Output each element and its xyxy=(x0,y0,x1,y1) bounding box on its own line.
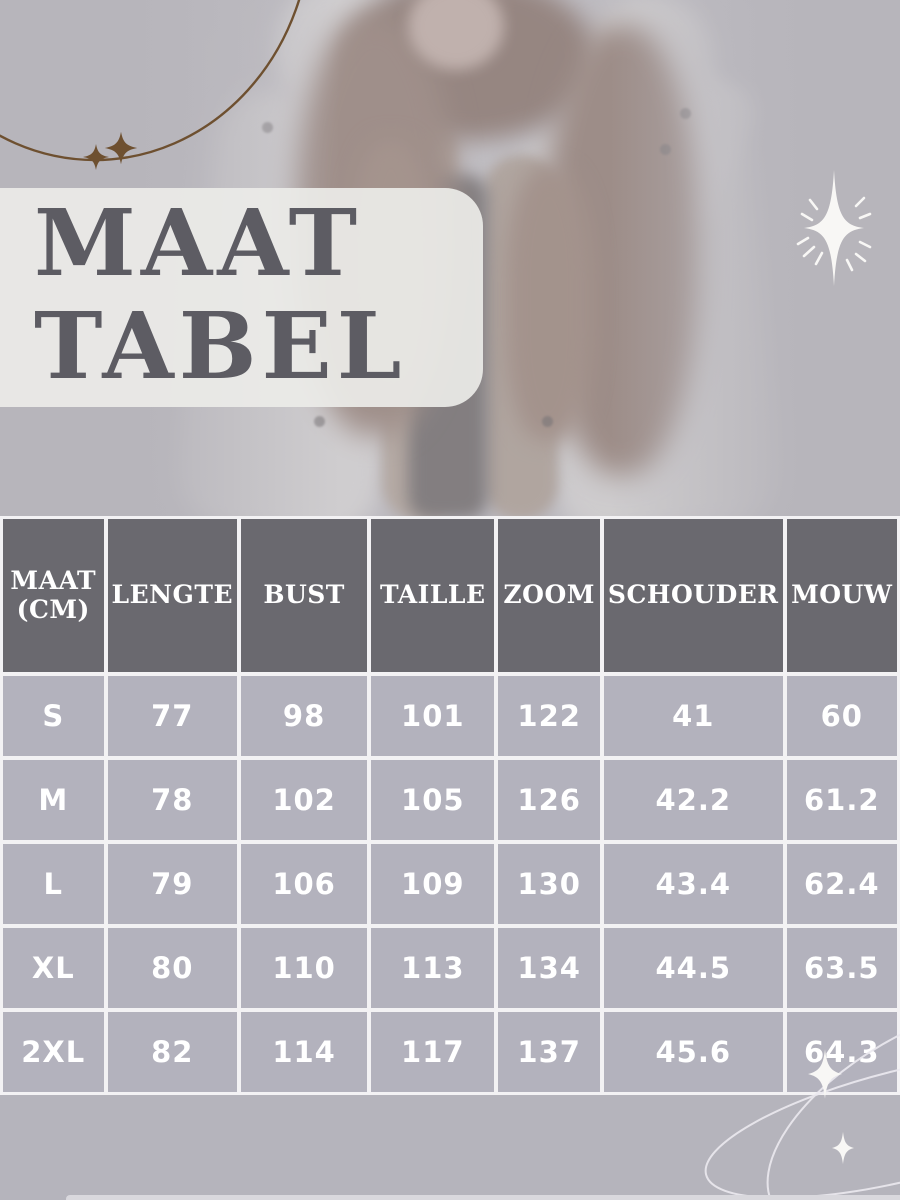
title-line-2: TABEL xyxy=(34,292,407,401)
table-cell: 102 xyxy=(241,760,368,840)
title-line-1: MAAT xyxy=(34,189,363,297)
table-cell: 106 xyxy=(241,844,368,924)
table-cell: 130 xyxy=(498,844,600,924)
col-header-zoom: ZOOM xyxy=(498,519,600,672)
photo-fade-right xyxy=(600,0,900,516)
size-label: S xyxy=(3,676,104,756)
table-cell: 43.4 xyxy=(603,844,783,924)
size-label: 2XL xyxy=(3,1012,104,1092)
table-cell: 63.5 xyxy=(786,928,897,1008)
table-cell: 98 xyxy=(241,676,368,756)
table-cell: 61.2 xyxy=(786,760,897,840)
table-cell: 45.6 xyxy=(603,1012,783,1092)
col-header-bust: BUST xyxy=(241,519,368,672)
table-cell: 60 xyxy=(786,676,897,756)
col-header-taille: TAILLE xyxy=(371,519,495,672)
col-header-mouw: MOUW xyxy=(786,519,897,672)
table-cell: 62.4 xyxy=(786,844,897,924)
table-cell: 134 xyxy=(498,928,600,1008)
table-cell: 64.3 xyxy=(786,1012,897,1092)
table-cell: 113 xyxy=(371,928,495,1008)
table-cell: 137 xyxy=(498,1012,600,1092)
table-cell: 110 xyxy=(241,928,368,1008)
table-cell: 109 xyxy=(371,844,495,924)
table-cell: 44.5 xyxy=(603,928,783,1008)
table-cell: 80 xyxy=(107,928,238,1008)
col-header-maat: MAAT (CM) xyxy=(3,519,104,672)
table-cell: 82 xyxy=(107,1012,238,1092)
table-cell: 105 xyxy=(371,760,495,840)
bottom-edge-strip xyxy=(66,1195,900,1200)
col-header-lengte: LENGTE xyxy=(107,519,238,672)
table-cell: 101 xyxy=(371,676,495,756)
table-cell: 126 xyxy=(498,760,600,840)
table-cell: 79 xyxy=(107,844,238,924)
page-title: MAAT TABEL xyxy=(34,189,494,401)
size-table: MAAT (CM) LENGTE BUST TAILLE ZOOM SCHOUD… xyxy=(0,516,900,1095)
size-label: XL xyxy=(3,928,104,1008)
table-cell: 42.2 xyxy=(603,760,783,840)
title-panel xyxy=(0,188,483,407)
col-header-schouder: SCHOUDER xyxy=(603,519,783,672)
photo-face xyxy=(408,0,504,70)
table-cell: 41 xyxy=(603,676,783,756)
photo-coat-button xyxy=(542,416,553,427)
photo-hair xyxy=(505,170,593,440)
table-cell: 114 xyxy=(241,1012,368,1092)
table-cell: 122 xyxy=(498,676,600,756)
table-cell: 117 xyxy=(371,1012,495,1092)
size-label: L xyxy=(3,844,104,924)
size-label: M xyxy=(3,760,104,840)
white-sparkle-icon xyxy=(831,1131,855,1165)
table-cell: 77 xyxy=(107,676,238,756)
table-cell: 78 xyxy=(107,760,238,840)
